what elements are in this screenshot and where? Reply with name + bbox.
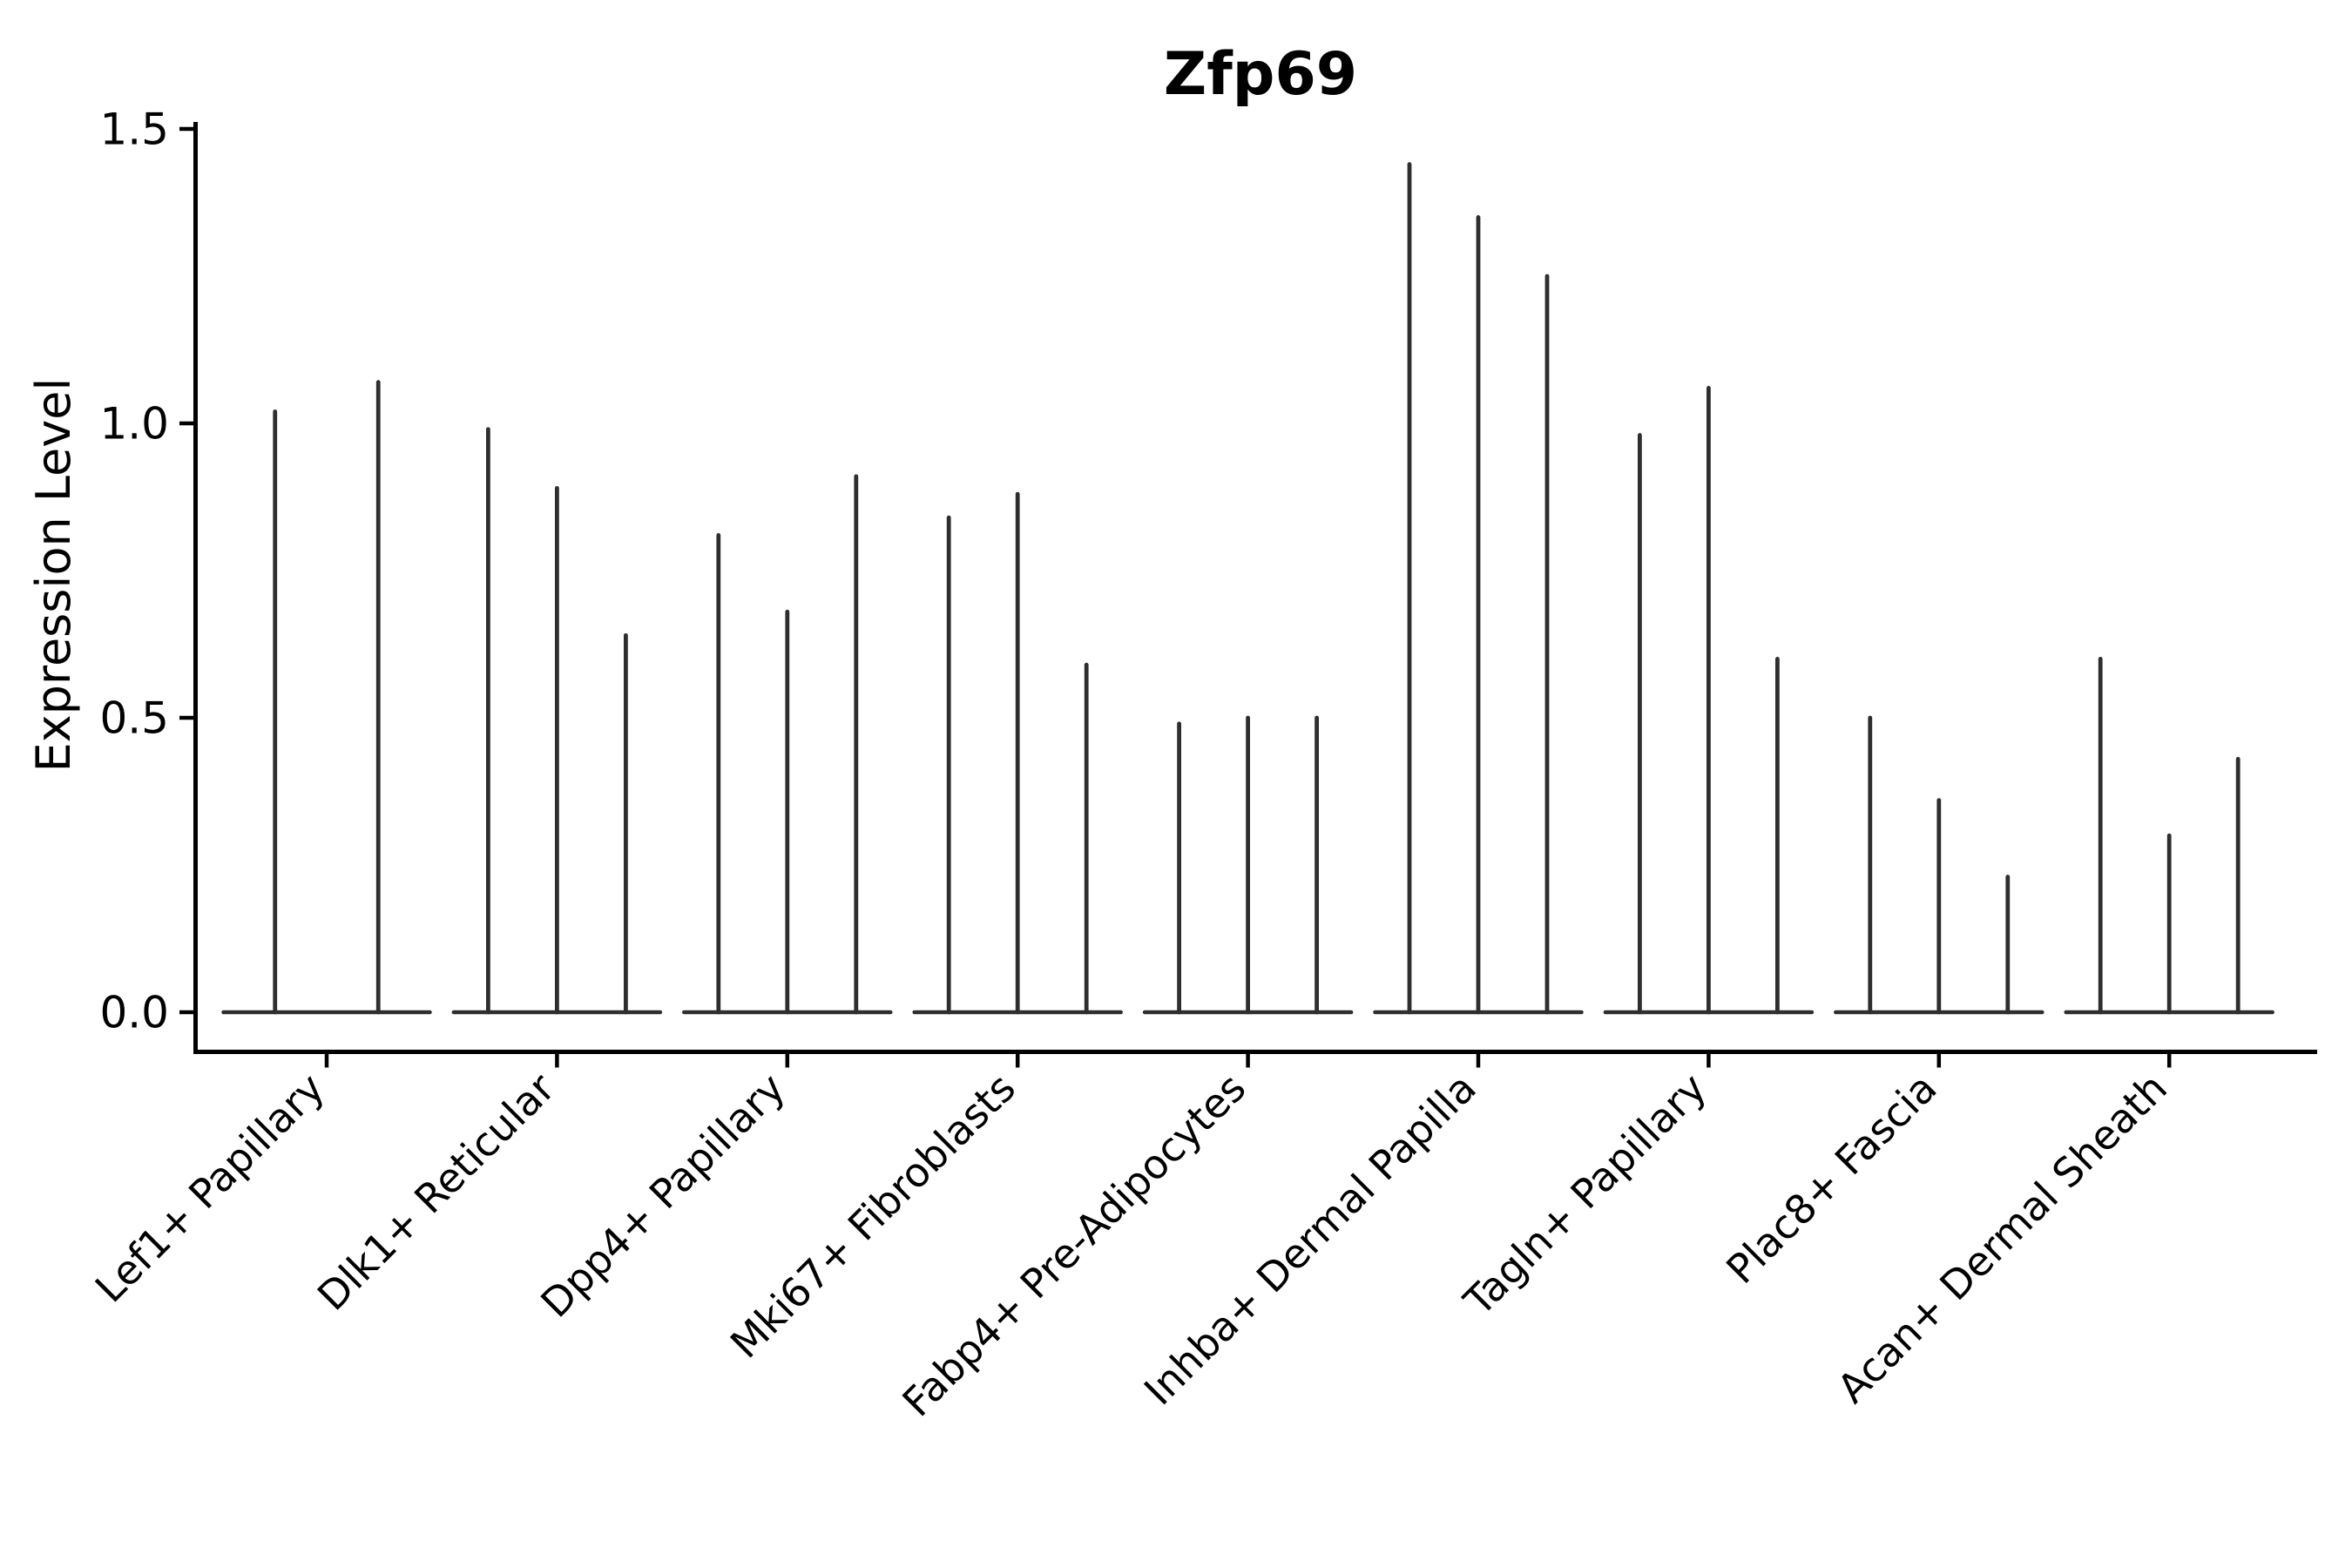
x-tick-label: Dpp4+ Papillary xyxy=(531,1064,794,1327)
y-tick-label: 1.0 xyxy=(99,399,169,449)
y-tick-label: 0.0 xyxy=(99,988,169,1038)
x-tick-label: Lef1+ Papillary xyxy=(86,1064,334,1312)
y-tick-label: 1.5 xyxy=(99,105,169,155)
x-tick-label: Plac8+ Fascia xyxy=(1717,1064,1945,1293)
y-axis-label: Expression Level xyxy=(26,378,81,773)
chart-title: Zfp69 xyxy=(1164,40,1357,109)
x-tick-label: Dlk1+ Reticular xyxy=(308,1064,564,1320)
y-tick-label: 0.5 xyxy=(99,693,169,744)
x-tick-label: Tagln+ Papillary xyxy=(1455,1064,1716,1326)
